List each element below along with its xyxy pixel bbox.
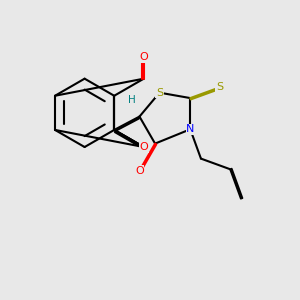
Text: S: S bbox=[156, 88, 163, 98]
Text: H: H bbox=[128, 95, 136, 105]
Text: N: N bbox=[186, 124, 194, 134]
Text: O: O bbox=[135, 166, 144, 176]
Text: O: O bbox=[140, 52, 148, 62]
Text: S: S bbox=[216, 82, 223, 92]
Text: O: O bbox=[140, 142, 148, 152]
